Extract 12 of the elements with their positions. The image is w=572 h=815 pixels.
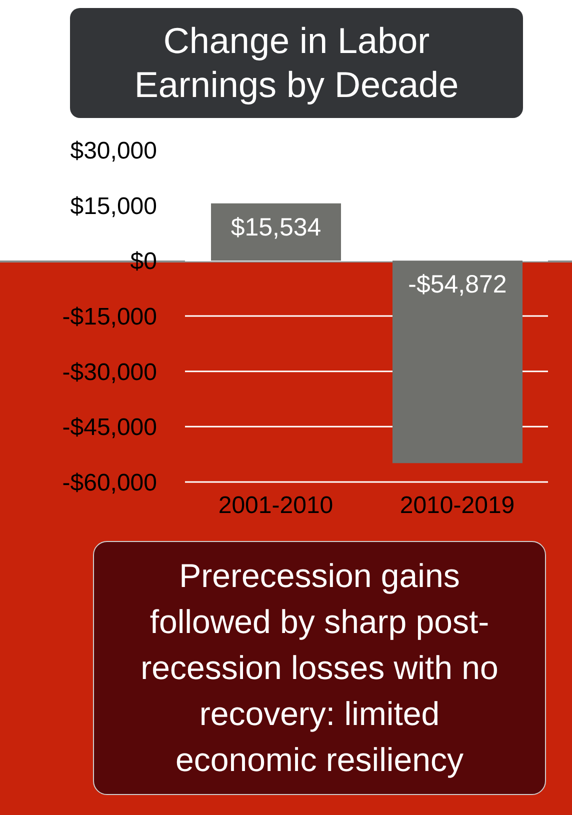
y-tick-label: -$15,000	[62, 304, 157, 331]
x-tick-label: 2001-2010	[218, 492, 334, 520]
data-label: $15,534	[230, 213, 322, 242]
text: Prerecession gains followed by sharp post-recession losses with no recovery: limited economic resiliency	[140, 556, 500, 780]
data-label: -$54,872	[408, 270, 507, 299]
y-tick-label: $30,000	[70, 138, 157, 165]
chart-title: Change in Labor Earnings by Decade	[133, 19, 460, 107]
y-tick-label: -$30,000	[62, 358, 157, 386]
y-tick-label: -$45,000	[62, 414, 157, 442]
y-tick-label: $15,000	[70, 192, 157, 220]
x-tick-label: 2010-2019	[400, 492, 515, 520]
y-tick-label: -$60,000	[62, 470, 157, 497]
